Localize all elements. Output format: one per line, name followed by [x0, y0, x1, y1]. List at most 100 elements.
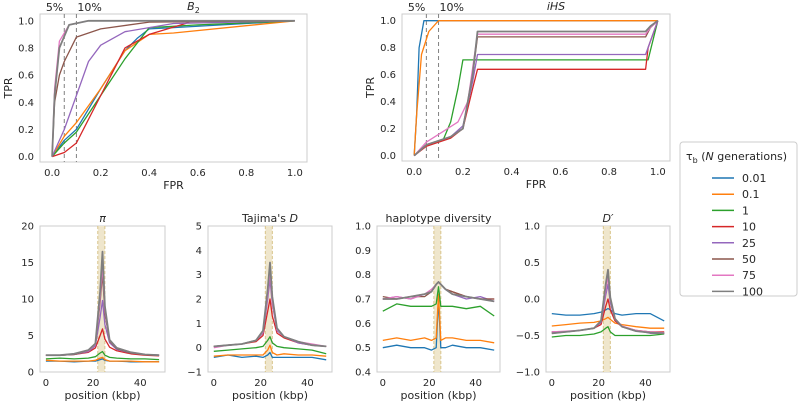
sweep-region-band	[265, 226, 273, 372]
y-tick-label: 0.0	[18, 152, 34, 163]
x-tick-label: 1.0	[650, 167, 666, 178]
x-tick-label: 0	[43, 378, 49, 389]
fpr-threshold-label: 5%	[408, 1, 425, 14]
series-line-10	[413, 20, 659, 157]
y-tick-label: 0.7	[355, 295, 371, 306]
y-tick-label: 0.4	[380, 97, 396, 108]
series-line-1	[382, 286, 495, 317]
series-line-1	[45, 350, 160, 361]
series-line-100	[213, 261, 327, 348]
y-tick-label: 0.2	[380, 124, 396, 135]
legend-title: τb (N generations)	[686, 150, 787, 165]
series-line-0.01	[551, 307, 665, 322]
series-line-0.1	[45, 356, 160, 363]
series-line-25	[51, 20, 295, 157]
x-tick-label: 20	[423, 378, 436, 389]
y-tick-label: 1.0	[380, 16, 396, 27]
y-tick-label: 0	[28, 368, 34, 379]
legend-entry-label: 75	[742, 269, 756, 282]
y-axis-label: TPR	[2, 77, 15, 99]
x-tick-label: 40	[639, 378, 652, 389]
panel-title: π	[99, 212, 106, 225]
y-tick-label: −1.0	[516, 368, 540, 379]
x-tick-label: 0.2	[93, 168, 109, 179]
panel-tajima: 0 20 40 −1 0 1 2 3 4 5 position (kbp) Tajima's D	[187, 212, 333, 402]
y-tick-label: 0.6	[18, 71, 34, 82]
x-tick-label: 1.0	[287, 168, 303, 179]
x-tick-label: 0	[549, 378, 555, 389]
y-tick-label: 0.9	[355, 246, 371, 257]
legend-entry-label: 0.01	[742, 172, 767, 185]
x-tick-label: 0	[211, 378, 217, 389]
y-tick-label: 1	[196, 319, 202, 330]
x-tick-label: 0.6	[552, 167, 568, 178]
y-tick-label: 0.6	[380, 70, 396, 81]
series-line-100	[382, 281, 495, 303]
y-tick-label: −1	[187, 368, 202, 379]
x-tick-label: 40	[301, 378, 314, 389]
legend-entry-label: 25	[742, 237, 756, 250]
legend-entry-label: 100	[742, 285, 763, 298]
panel-haplotype: 0 20 40 0.4 0.5 0.6 0.7 0.8 0.9 1.0 position (kbp)…	[355, 212, 501, 402]
y-tick-label: 5	[28, 331, 34, 342]
x-axis-label: position (kbp)	[570, 389, 646, 402]
panel-title: iHS	[547, 0, 565, 13]
y-tick-label: 0	[196, 343, 202, 354]
y-tick-label: 0.0	[524, 295, 540, 306]
x-tick-label: 0.2	[455, 167, 471, 178]
x-tick-label: 0.6	[190, 168, 206, 179]
y-tick-label: 0.5	[524, 258, 540, 269]
legend-entry-label: 10	[742, 221, 756, 234]
axes-frame	[39, 13, 308, 163]
x-tick-label: 0.0	[44, 168, 60, 179]
x-tick-label: 0.4	[141, 168, 157, 179]
x-tick-label: 20	[87, 378, 100, 389]
series-line-100	[551, 268, 665, 335]
y-tick-label: 0.8	[18, 43, 34, 54]
x-axis-label: position (kbp)	[65, 389, 141, 402]
panel-ihs: 0.0 0.2 0.4 0.6 0.8 1.0 0.0 0.2 0.4 0.6 0.8 1.0 FPR T…	[364, 0, 671, 191]
y-tick-label: 15	[21, 258, 34, 269]
x-tick-label: 0	[380, 378, 386, 389]
x-tick-label: 20	[592, 378, 605, 389]
series-line-0.1	[413, 20, 658, 156]
series-line-0.1	[551, 316, 665, 329]
series-line-0.1	[382, 293, 495, 344]
y-tick-label: 1.0	[18, 16, 34, 27]
legend-entry-label: 50	[742, 253, 756, 266]
series-line-0.1	[213, 344, 327, 357]
series-line-100	[413, 19, 659, 157]
x-tick-label: 0.4	[504, 167, 520, 178]
panel-title: D′	[603, 212, 614, 225]
x-tick-label: 0.8	[238, 168, 254, 179]
panel-b2: 0.0 0.2 0.4 0.6 0.8 1.0 0.0 0.2 0.4 0.6 0.8 1.0 FPR T…	[2, 0, 308, 192]
series-line-100	[51, 19, 295, 157]
y-tick-label: 4	[196, 246, 202, 257]
x-axis-label: position (kbp)	[401, 389, 477, 402]
y-tick-label: 0.6	[355, 319, 371, 330]
series-line-1	[213, 336, 327, 355]
legend-entry-label: 1	[742, 204, 749, 217]
y-tick-label: 0.8	[355, 270, 371, 281]
y-tick-label: 20	[21, 222, 34, 233]
legend: τb (N generations) 0.01 0.1 1 10 25 50 75 100	[679, 141, 798, 298]
panel-title: B2	[187, 0, 200, 15]
fpr-threshold-label: 10%	[440, 1, 464, 14]
panel-title: haplotype diversity	[386, 212, 492, 225]
series-line-1	[551, 326, 665, 338]
fpr-threshold-label: 10%	[77, 1, 101, 14]
legend-entry-label: 0.1	[742, 188, 760, 201]
y-tick-label: 0.4	[355, 368, 371, 379]
series-line-0.01	[213, 351, 327, 361]
y-tick-label: 0.4	[18, 98, 34, 109]
panel-dprime: 0 20 40 −1.0 −0.5 0.0 0.5 1.0 position (kbp) D′	[516, 212, 671, 402]
fpr-threshold-label: 5%	[46, 1, 63, 14]
y-tick-label: 2	[196, 295, 202, 306]
y-tick-label: 0.2	[18, 125, 34, 136]
legend-frame	[679, 141, 798, 297]
x-axis-label: FPR	[526, 178, 547, 191]
series-line-0.01	[45, 358, 160, 363]
x-tick-label: 40	[134, 378, 147, 389]
